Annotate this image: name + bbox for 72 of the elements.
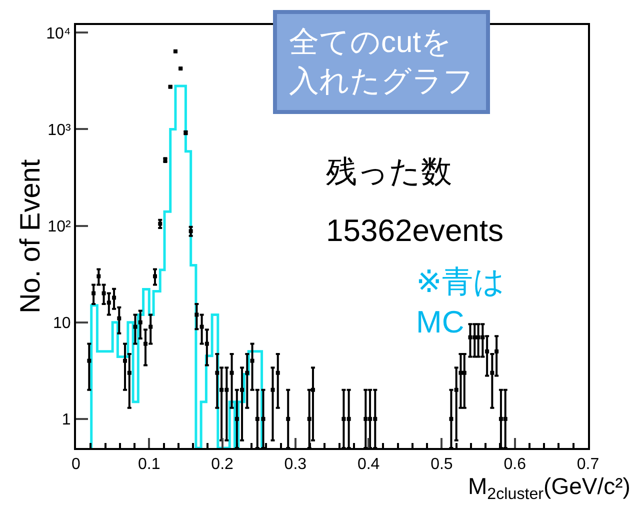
annotation: ※青は MC [416,264,505,340]
point [498,416,503,421]
y-tick-label: 1 [62,412,71,429]
x-tick-label: 0.4 [357,456,380,474]
annotation: 全てのcutを [289,26,452,59]
y-tick-label: 10² [48,218,72,236]
point [106,300,111,305]
point [346,416,351,421]
point [117,316,122,320]
point [200,324,204,329]
point [480,335,485,340]
x-tick-label: 0.7 [576,456,600,474]
point [270,388,275,392]
x-tick-label: 0.2 [211,456,234,474]
point [462,370,466,375]
point [92,291,96,296]
x-tick-label: 0.5 [430,456,453,474]
point [112,296,116,300]
point [261,416,266,421]
point [310,388,315,392]
x-tick-label: 0.6 [504,456,526,474]
y-axis-title: No. of Event [14,159,46,314]
x-tick-label: 0 [72,456,81,474]
point [215,370,220,375]
x-tick-label: 0.1 [138,456,160,474]
point [152,274,157,278]
point [468,335,472,340]
point [188,229,193,234]
point [449,416,454,421]
point [503,416,508,421]
x-tick-label: 0.3 [284,456,307,474]
annotation: 15362events [326,213,504,248]
y-tick-label: 10⁴ [46,25,71,42]
point [245,370,250,375]
point [255,416,260,421]
annotation: 入れたグラフ [289,65,474,98]
point [368,416,372,421]
y-tick-label: 10³ [48,122,72,139]
point [102,291,106,296]
point [138,320,142,324]
point [204,342,209,346]
point [490,370,494,375]
point [364,416,368,421]
point [194,312,199,317]
point [240,388,244,392]
point [143,342,148,346]
point [127,370,132,375]
point [472,335,477,340]
point [250,358,254,363]
point [342,416,346,421]
x-axis-title: M$_{2cluster}$(GeV/c²) [468,473,630,503]
point [276,370,280,375]
point [158,222,162,226]
point [96,274,101,278]
point [458,370,463,375]
point [123,358,128,363]
point [224,388,229,392]
point [494,349,499,354]
point [476,335,480,340]
point [133,324,138,329]
point [307,416,312,421]
point [220,388,224,392]
point [234,416,239,421]
point [286,416,290,421]
point [454,388,458,392]
point [373,416,378,421]
annotation: 残った数 [326,154,452,189]
point [485,349,490,354]
point [148,324,153,329]
point [230,370,234,375]
y-tick-label: 10 [53,314,71,332]
point [87,358,92,363]
